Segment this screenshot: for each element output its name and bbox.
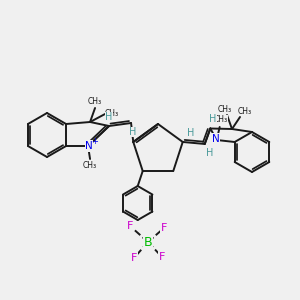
Text: CH₃: CH₃ [105,109,119,118]
Text: +: + [92,136,98,146]
Text: F: F [131,253,137,263]
Text: CH₃: CH₃ [214,116,228,124]
Text: CH₃: CH₃ [218,104,232,113]
Text: CH₃: CH₃ [238,106,252,116]
Text: H: H [187,128,194,138]
Text: N: N [212,134,220,144]
Text: H: H [206,148,213,158]
Text: H: H [129,127,137,137]
Text: CH₃: CH₃ [83,161,97,170]
Text: F: F [159,252,165,262]
Text: F: F [161,223,167,233]
Text: CH₃: CH₃ [88,97,102,106]
Text: N: N [85,141,93,151]
Text: H: H [105,112,113,122]
Text: B: B [144,236,152,248]
Text: H: H [209,115,216,124]
Text: F: F [127,221,133,231]
